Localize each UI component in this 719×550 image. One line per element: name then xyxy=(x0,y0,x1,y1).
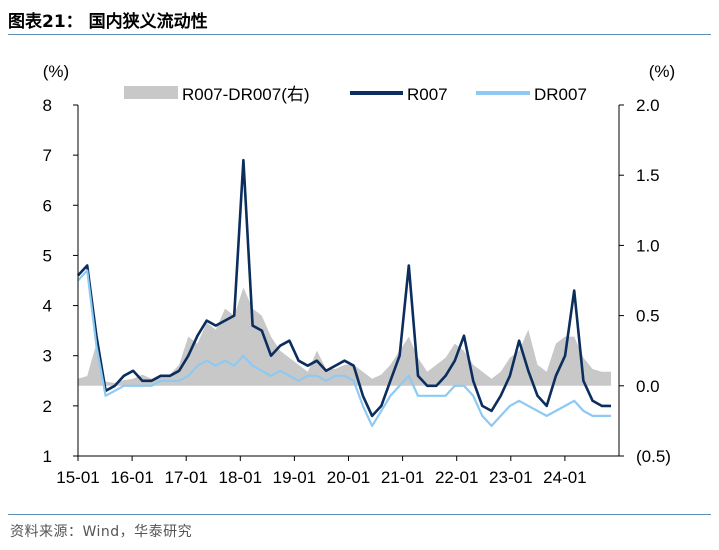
x-tick-label: 17-01 xyxy=(164,468,207,487)
left-axis-unit: (%) xyxy=(43,62,69,81)
legend: R007-DR007(右) R007 DR007 xyxy=(124,85,587,104)
left-tick-label: 8 xyxy=(43,96,52,115)
x-tick-label: 22-01 xyxy=(435,468,478,487)
right-tick-label: 1.5 xyxy=(636,166,660,185)
x-tick-label: 18-01 xyxy=(219,468,262,487)
x-tick-label: 23-01 xyxy=(489,468,532,487)
left-tick-label: 7 xyxy=(43,146,52,165)
series-line-r007 xyxy=(77,158,611,418)
x-tick-label: 21-01 xyxy=(381,468,424,487)
right-tick-label: 1.0 xyxy=(636,236,660,255)
right-tick-label: (0.5) xyxy=(636,447,671,466)
x-tick-label: 15-01 xyxy=(56,468,99,487)
axes-layer: 1 2 3 4 5 6 7 8 (0.5) 0.0 0.5 1.0 1.5 2.0 15-01 16-01 17… xyxy=(43,96,671,487)
x-tick-label: 24-01 xyxy=(543,468,586,487)
right-tick-label: 0.0 xyxy=(636,377,660,396)
left-tick-label: 1 xyxy=(43,447,52,466)
legend-label-spread: R007-DR007(右) xyxy=(182,85,310,104)
spread-area-layer xyxy=(78,287,611,386)
x-tick-label: 19-01 xyxy=(273,468,316,487)
right-axis-unit: (%) xyxy=(649,62,675,81)
series-line-dr007 xyxy=(77,269,611,427)
x-tick-label: 16-01 xyxy=(110,468,153,487)
left-tick-label: 4 xyxy=(43,297,52,316)
legend-swatch-spread xyxy=(124,86,178,99)
source-note: 资料来源：Wind，华泰研究 xyxy=(10,524,193,540)
rate-lines-layer xyxy=(77,158,611,427)
right-tick-label: 0.5 xyxy=(636,307,660,326)
right-tick-label: 2.0 xyxy=(636,96,660,115)
left-tick-label: 3 xyxy=(43,347,52,366)
left-tick-label: 6 xyxy=(43,196,52,215)
legend-label-r007: R007 xyxy=(407,85,448,104)
liquidity-chart: (%) (%) 1 2 3 4 5 6 7 8 (0.5) 0.0 0.5 1.0 1.5 2.0 15-0… xyxy=(43,62,676,487)
footer-divider xyxy=(8,514,711,515)
title-divider xyxy=(8,34,711,35)
left-tick-label: 5 xyxy=(43,246,52,265)
legend-label-dr007: DR007 xyxy=(534,85,587,104)
x-tick-label: 20-01 xyxy=(327,468,370,487)
left-tick-label: 2 xyxy=(43,397,52,416)
figure-title: 图表21： 国内狭义流动性 xyxy=(8,12,208,32)
series-area-spread xyxy=(78,287,611,386)
